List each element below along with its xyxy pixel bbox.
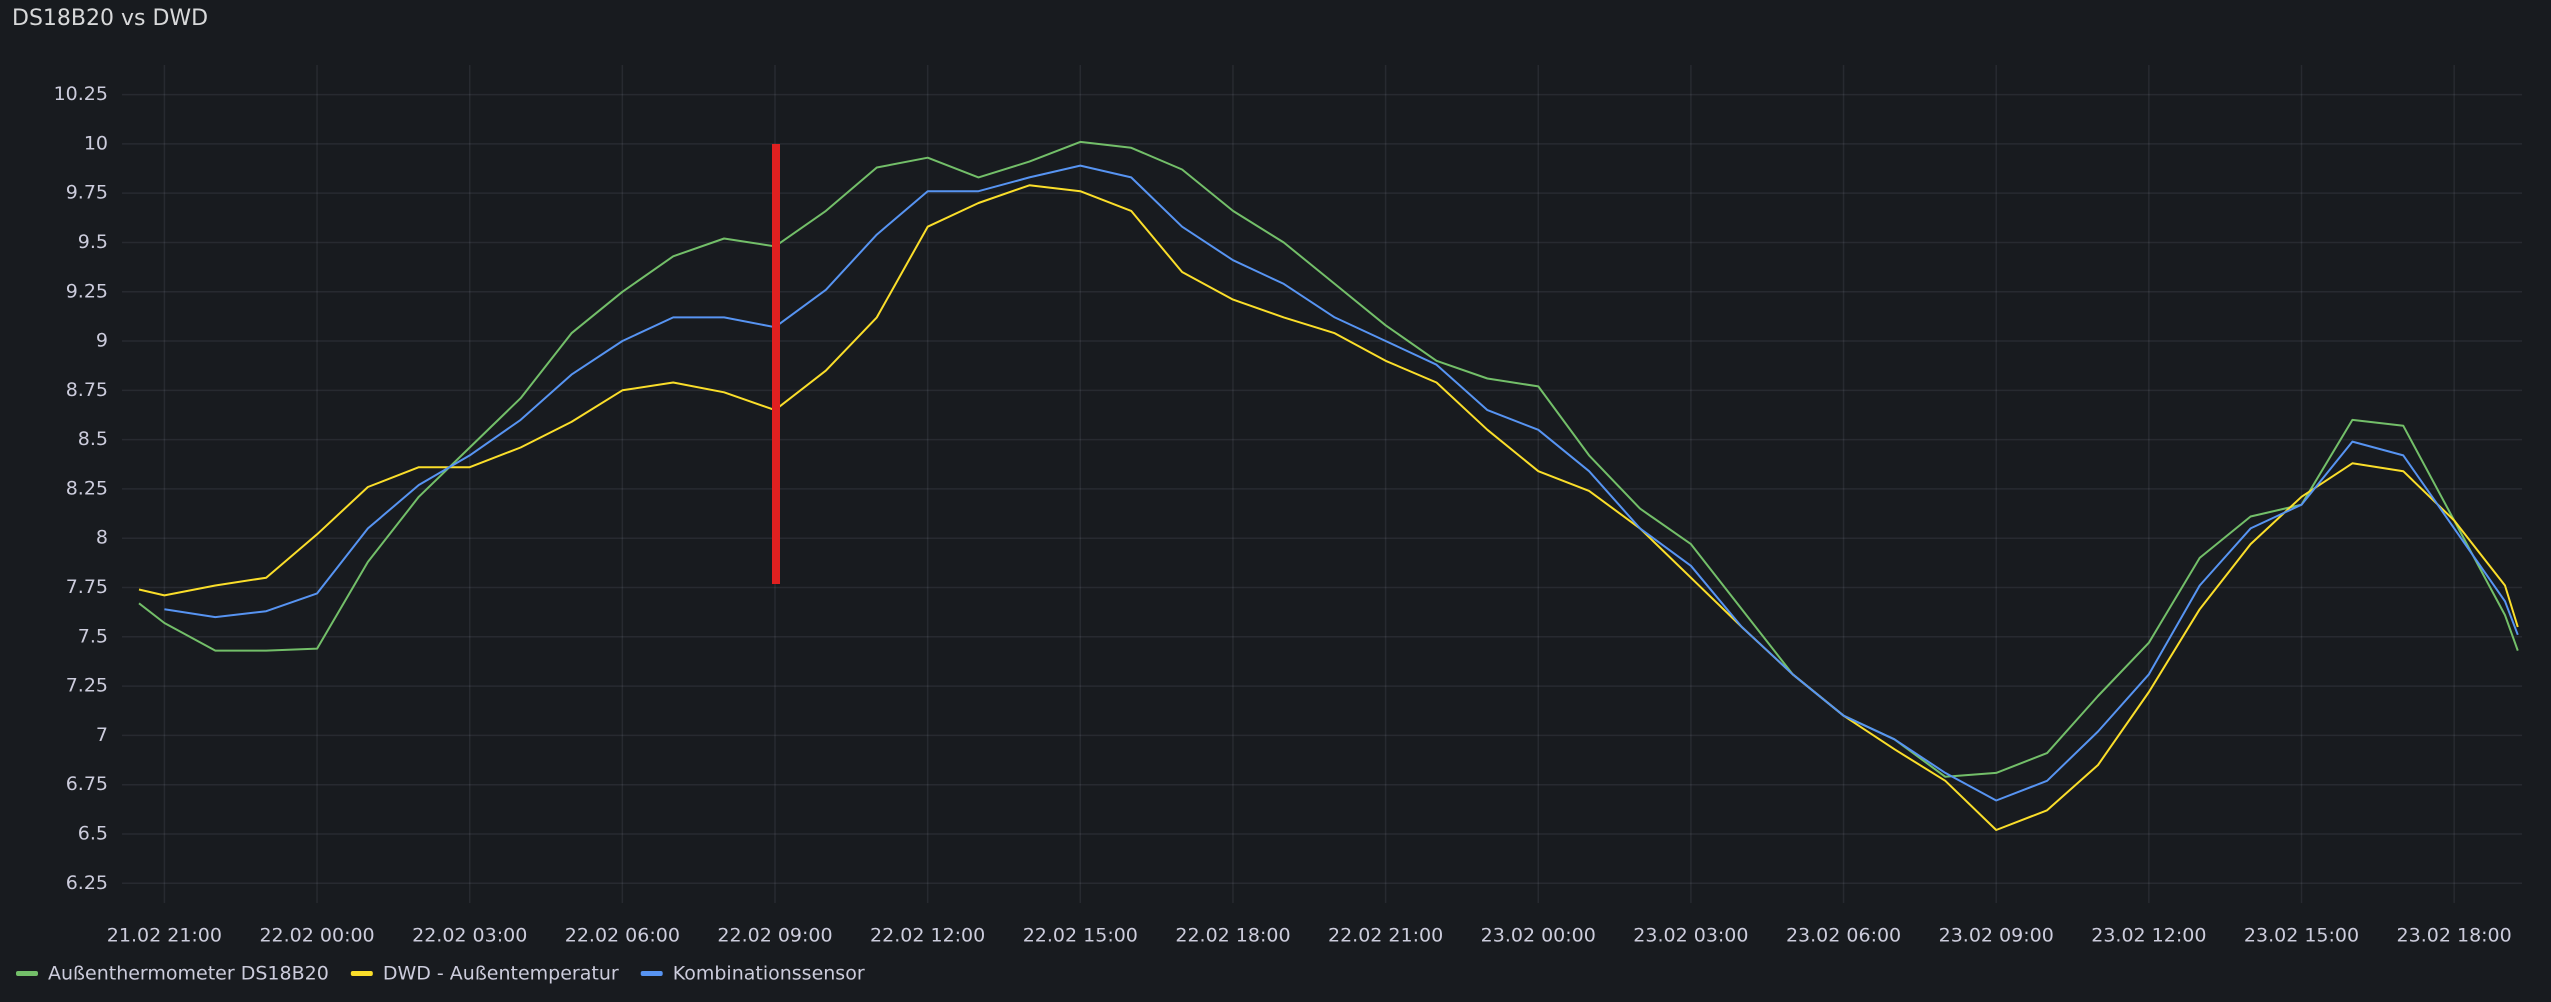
y-tick-label: 7 (96, 724, 108, 746)
grid: 6.25 6.5 6.75 7 7.25 7.5 7.75 8 8.25 8.5 8.75 9 9.25… (54, 65, 2522, 947)
y-tick-label: 7.5 (78, 625, 108, 647)
y-tick-label: 6.5 (78, 822, 108, 844)
y-tick-label: 6.75 (66, 773, 108, 795)
y-tick-label: 9 (96, 330, 108, 352)
x-tick-label: 23.02 06:00 (1786, 925, 1901, 947)
x-tick-label: 22.02 09:00 (717, 925, 832, 947)
y-tick-label: 7.75 (66, 576, 108, 598)
legend-label: Kombinationssensor (673, 963, 865, 985)
y-tick-label: 6.25 (66, 872, 108, 894)
x-tick-label: 22.02 00:00 (259, 925, 374, 947)
x-tick-label: 22.02 03:00 (412, 925, 527, 947)
x-tick-label: 23.02 00:00 (1481, 925, 1596, 947)
x-tick-label: 22.02 18:00 (1175, 925, 1290, 947)
y-tick-label: 8.75 (66, 379, 108, 401)
legend-swatch (640, 971, 663, 976)
series-line (164, 164, 2519, 802)
y-tick-label: 8.5 (78, 428, 108, 450)
x-tick-label: 21.02 21:00 (107, 925, 222, 947)
x-tick-label: 23.02 12:00 (2091, 925, 2206, 947)
legend-label: Außenthermometer DS18B20 (48, 963, 329, 985)
y-tick-label: 9.5 (78, 231, 108, 253)
y-tick-label: 9.75 (66, 182, 108, 204)
y-tick-label: 9.25 (66, 280, 108, 302)
panel-title: DS18B20 vs DWD (12, 6, 208, 31)
x-tick-label: 23.02 09:00 (1939, 925, 2054, 947)
y-tick-label: 10.25 (54, 83, 108, 105)
y-tick-label: 10 (84, 132, 108, 154)
legend-swatch (350, 971, 373, 976)
annotation-marker (772, 144, 780, 584)
plot (138, 140, 2519, 831)
series-line (138, 184, 2519, 831)
y-tick-label: 8.25 (66, 477, 108, 499)
x-tick-label: 23.02 03:00 (1633, 925, 1748, 947)
legend: Außenthermometer DS18B20 DWD - Außentempe… (16, 963, 865, 985)
x-tick-label: 22.02 12:00 (870, 925, 985, 947)
x-tick-label: 23.02 15:00 (2244, 925, 2359, 947)
x-tick-label: 22.02 06:00 (565, 925, 680, 947)
x-tick-label: 22.02 15:00 (1023, 925, 1138, 947)
series-line (138, 140, 2519, 778)
legend-swatch (16, 971, 38, 976)
y-tick-label: 7.25 (66, 675, 108, 697)
x-tick-label: 23.02 18:00 (2397, 925, 2512, 947)
x-tick-label: 22.02 21:00 (1328, 925, 1443, 947)
legend-label: DWD - Außentemperatur (383, 963, 619, 985)
y-tick-label: 8 (96, 527, 108, 549)
